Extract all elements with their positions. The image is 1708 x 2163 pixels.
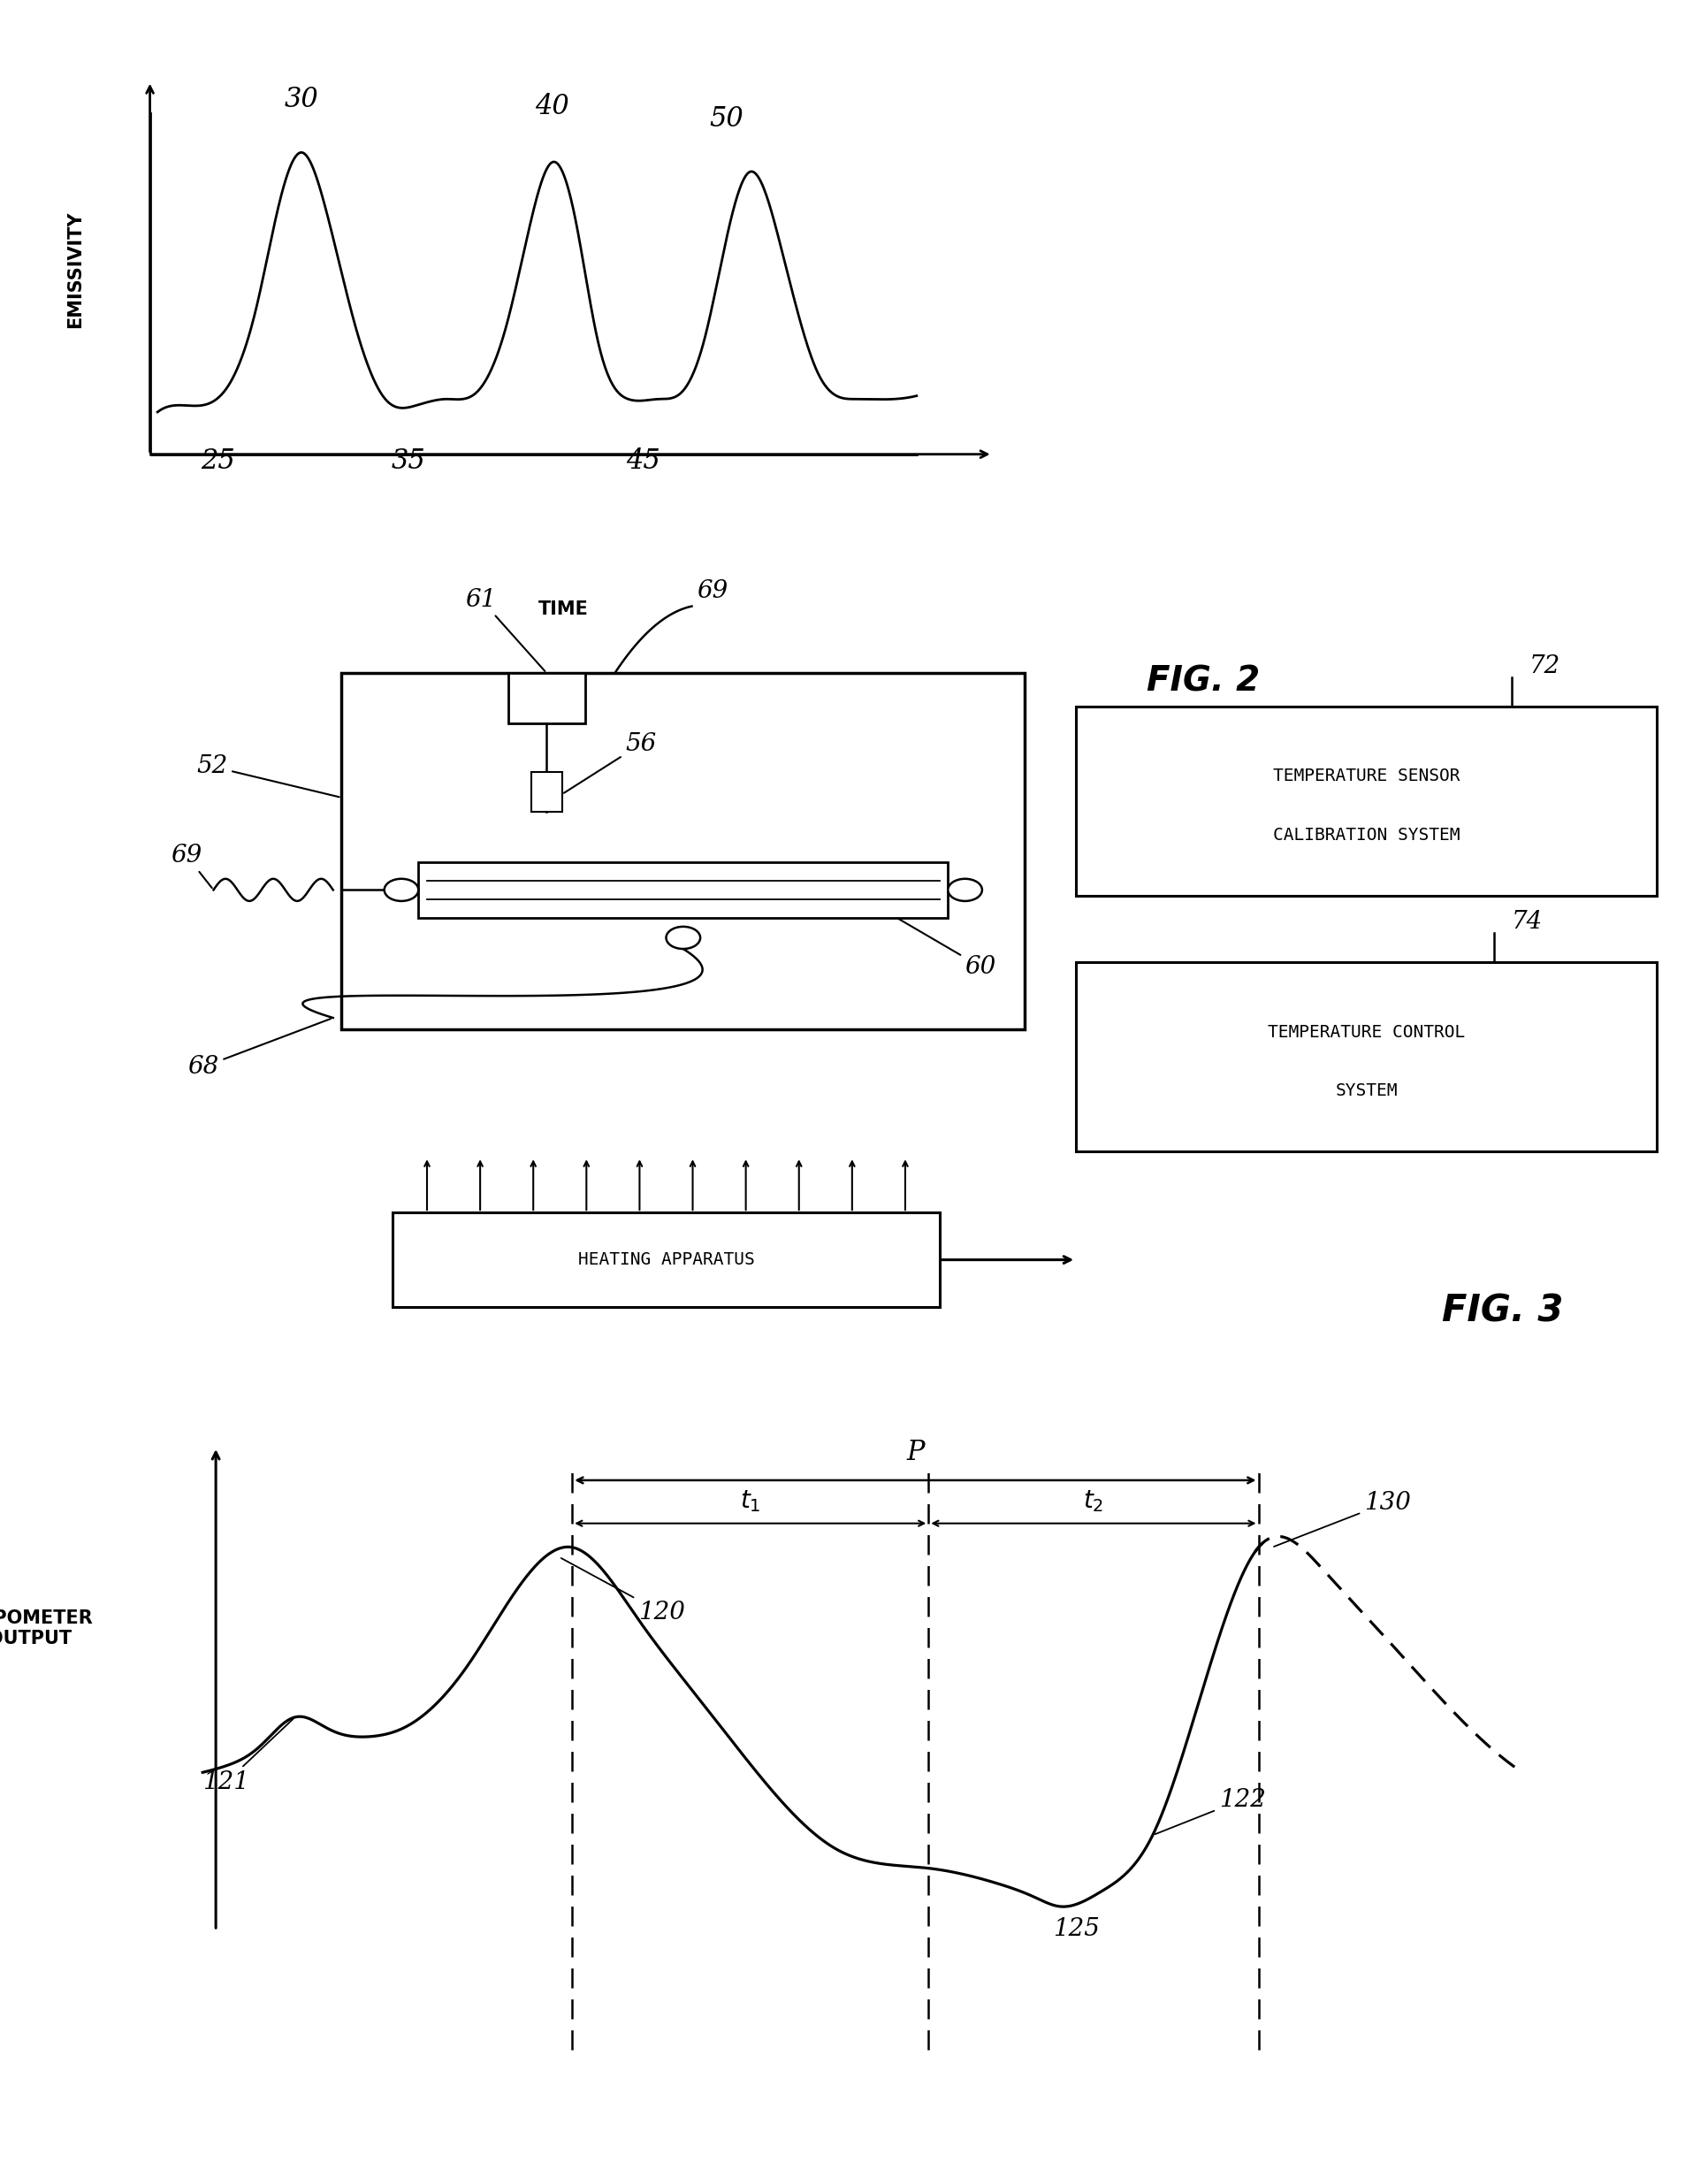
- Text: 52: 52: [196, 755, 340, 796]
- Bar: [342, 673, 1025, 1030]
- Text: 68: 68: [188, 1019, 331, 1079]
- Text: 45: 45: [627, 448, 661, 476]
- Text: 72: 72: [1529, 655, 1559, 679]
- Text: 69: 69: [697, 580, 728, 603]
- Text: 120: 120: [562, 1557, 685, 1624]
- Text: CALIBRATION SYSTEM: CALIBRATION SYSTEM: [1272, 826, 1460, 844]
- Bar: [1076, 707, 1657, 895]
- Text: PYPOMETER
OUTPUT: PYPOMETER OUTPUT: [0, 1609, 94, 1648]
- Circle shape: [384, 878, 418, 902]
- Text: FIG. 2: FIG. 2: [1146, 664, 1261, 699]
- Text: EMISSIVITY: EMISSIVITY: [67, 210, 84, 329]
- Text: 60: 60: [898, 919, 996, 978]
- Text: SYSTEM: SYSTEM: [1336, 1082, 1397, 1099]
- Text: 122: 122: [1155, 1789, 1266, 1834]
- Text: TEMPERATURE SENSOR: TEMPERATURE SENSOR: [1272, 768, 1460, 785]
- Text: 61: 61: [465, 588, 545, 671]
- Text: HEATING APPARATUS: HEATING APPARATUS: [577, 1252, 755, 1268]
- Text: 74: 74: [1512, 911, 1542, 934]
- Text: 121: 121: [203, 1720, 294, 1795]
- Circle shape: [666, 926, 700, 950]
- Bar: [418, 863, 948, 917]
- Text: $t_2$: $t_2$: [1083, 1488, 1103, 1514]
- Text: 69: 69: [171, 844, 212, 889]
- Text: 56: 56: [564, 733, 656, 794]
- Text: FIG. 3: FIG. 3: [1442, 1291, 1565, 1330]
- Text: 125: 125: [1054, 1916, 1100, 1940]
- Text: 50: 50: [711, 106, 745, 134]
- Text: 25: 25: [202, 448, 236, 476]
- Bar: [509, 673, 586, 722]
- Text: TEMPERATURE CONTROL: TEMPERATURE CONTROL: [1267, 1023, 1465, 1040]
- Text: 40: 40: [535, 93, 569, 119]
- Text: 35: 35: [391, 448, 425, 476]
- Text: 30: 30: [285, 87, 319, 112]
- Text: $t_1$: $t_1$: [740, 1488, 760, 1514]
- Text: 130: 130: [1274, 1490, 1411, 1547]
- Circle shape: [948, 878, 982, 902]
- Bar: [531, 772, 562, 811]
- Text: TIME: TIME: [538, 601, 589, 619]
- Bar: [1076, 963, 1657, 1151]
- Text: P: P: [907, 1438, 924, 1467]
- Bar: [393, 1213, 939, 1306]
